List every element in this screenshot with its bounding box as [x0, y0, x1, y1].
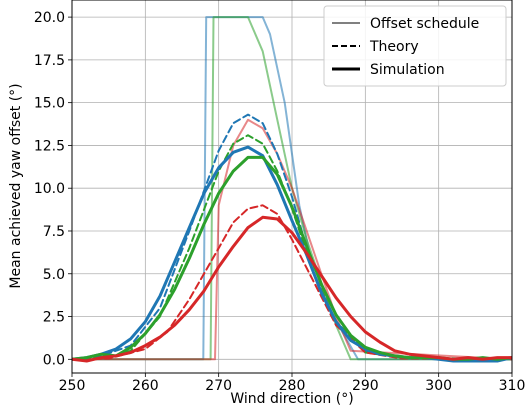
x-tick-label: 280 [279, 378, 306, 394]
x-axis-label: Wind direction (°) [230, 391, 353, 407]
x-tick-label: 290 [352, 378, 379, 394]
series-line-offset-schedule [72, 16, 512, 361]
y-tick-label: 17.5 [34, 53, 65, 69]
x-tick-label: 310 [499, 378, 526, 394]
y-tick-label: 12.5 [34, 138, 65, 154]
y-tick-label: 10.0 [34, 181, 65, 197]
y-tick-label: 20.0 [34, 10, 65, 26]
y-tick-label: 0.0 [43, 352, 65, 368]
x-tick-label: 250 [59, 378, 86, 394]
legend-box [323, 5, 507, 87]
series-layer [72, 16, 512, 363]
y-axis-label: Mean achieved yaw offset (°) [8, 83, 24, 288]
legend: Offset schedule Theory Simulation [323, 5, 507, 87]
axes: 250 260 270 280 290 300 310 0.0 2.5 5.0 7.5 10.0 12.… [34, 0, 526, 394]
y-tick-label: 5.0 [43, 267, 65, 283]
y-tick-label: 2.5 [43, 310, 65, 326]
x-tick-label: 270 [205, 378, 232, 394]
legend-label: Offset schedule [370, 16, 479, 32]
y-tick-label: 15.0 [34, 96, 65, 112]
axes-frame [71, 0, 513, 374]
x-tick-label: 260 [132, 378, 159, 394]
y-tick-label: 7.5 [43, 224, 65, 240]
series-line-simulation [72, 215, 512, 363]
legend-label: Simulation [370, 62, 445, 78]
legend-label: Theory [369, 39, 419, 55]
x-tick-label: 300 [425, 378, 452, 394]
series-line-simulation [72, 145, 512, 363]
